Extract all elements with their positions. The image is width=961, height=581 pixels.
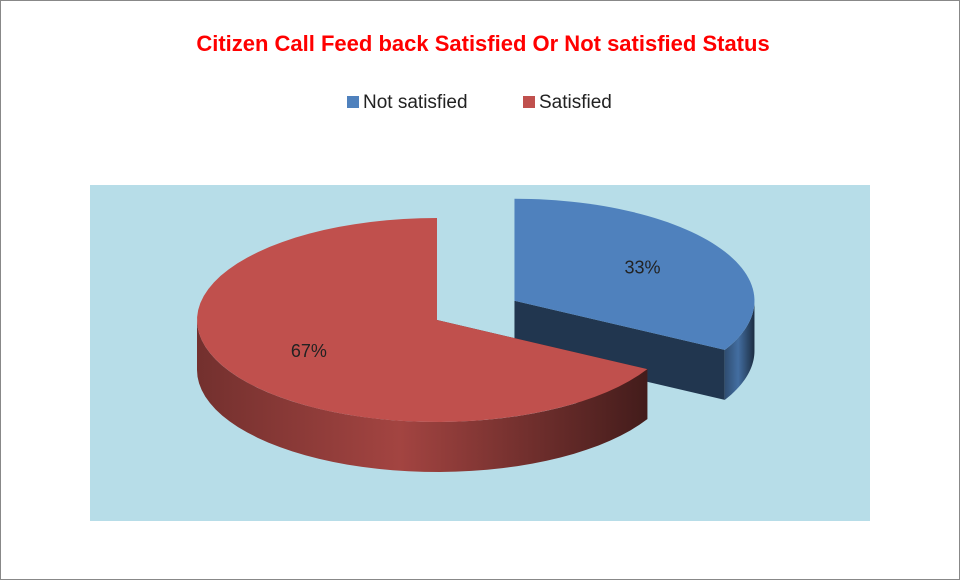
legend-swatch xyxy=(347,96,359,108)
legend-label: Satisfied xyxy=(539,92,612,113)
legend-swatch xyxy=(523,96,535,108)
pie-slice xyxy=(197,218,648,422)
legend-label: Not satisfied xyxy=(363,92,468,113)
data-label: 33% xyxy=(625,257,661,277)
slice-wall xyxy=(724,300,755,400)
pie-slice xyxy=(514,198,755,350)
slice-wall xyxy=(197,320,648,472)
chart-title: Citizen Call Feed back Satisfied Or Not … xyxy=(196,31,769,56)
slice-side xyxy=(514,300,725,400)
data-label: 67% xyxy=(291,341,327,361)
